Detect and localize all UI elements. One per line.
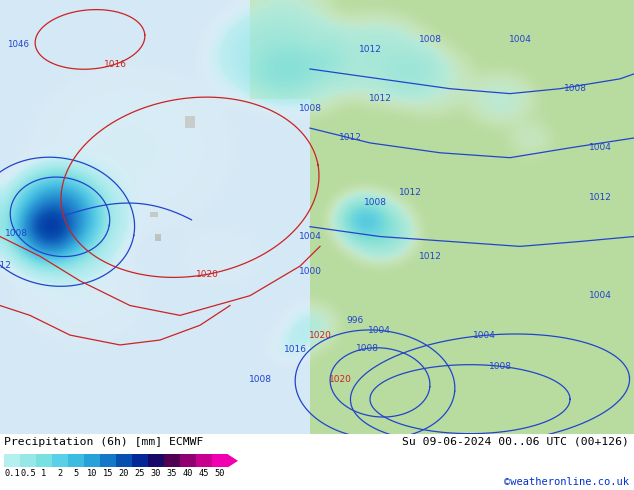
Text: 25: 25 [135,469,145,478]
Text: 20: 20 [119,469,129,478]
Text: 1004: 1004 [588,291,611,300]
Text: 1046: 1046 [7,40,29,49]
Text: 1016: 1016 [283,345,306,354]
Text: 1: 1 [41,469,47,478]
Bar [155,234,161,242]
Text: 0.1: 0.1 [4,469,20,478]
Bar [132,454,148,467]
Text: 0.5: 0.5 [20,469,36,478]
Bar [84,454,100,467]
Text: 30: 30 [151,469,161,478]
Text: 1008: 1008 [489,362,512,371]
Bar [100,454,116,467]
Text: 1008: 1008 [564,84,586,93]
Text: 10: 10 [87,469,97,478]
Text: 1020: 1020 [328,375,351,384]
Bar [116,454,132,467]
FancyBboxPatch shape [310,0,634,434]
Text: 1000: 1000 [299,267,321,275]
Text: 1012: 1012 [399,188,422,196]
Text: 1004: 1004 [368,326,391,335]
Bar [185,116,195,128]
Text: 1012: 1012 [359,45,382,54]
Text: 5: 5 [74,469,79,478]
Bar [4,454,20,467]
Text: 1012: 1012 [339,133,361,143]
FancyBboxPatch shape [250,0,634,98]
Polygon shape [228,454,238,467]
Text: 15: 15 [103,469,113,478]
Text: 1020: 1020 [309,331,332,340]
Bar [164,454,180,467]
Text: 1008: 1008 [5,229,28,238]
Bar [36,454,52,467]
Bar [180,454,196,467]
Text: 1004: 1004 [299,232,321,241]
Text: 1012: 1012 [418,252,441,261]
Text: 996: 996 [346,316,364,325]
Text: 40: 40 [183,469,193,478]
Text: Su 09-06-2024 00..06 UTC (00+126): Su 09-06-2024 00..06 UTC (00+126) [402,437,629,446]
Text: 50: 50 [215,469,225,478]
Text: 1008: 1008 [299,104,321,113]
Text: 1004: 1004 [508,35,531,44]
Text: 1016: 1016 [104,60,127,69]
Bar [52,454,68,467]
Text: 1004: 1004 [473,331,496,340]
Text: 1008: 1008 [356,344,378,353]
Text: Precipitation (6h) [mm] ECMWF: Precipitation (6h) [mm] ECMWF [4,437,204,446]
Bar [148,454,164,467]
Text: 35: 35 [167,469,178,478]
Text: 1012: 1012 [0,261,12,270]
Text: 1008: 1008 [418,35,441,44]
Text: 1008: 1008 [363,197,387,207]
Text: 1020: 1020 [196,270,219,279]
Bar [212,454,228,467]
Bar [196,454,212,467]
Text: 1008: 1008 [249,375,271,384]
Text: 1004: 1004 [588,144,611,152]
Text: 1012: 1012 [368,94,391,103]
Bar [20,454,36,467]
Bar [150,212,158,217]
Text: 2: 2 [57,469,63,478]
Text: 1012: 1012 [588,193,611,201]
Text: ©weatheronline.co.uk: ©weatheronline.co.uk [504,477,629,487]
Bar [68,454,84,467]
Text: 45: 45 [198,469,209,478]
